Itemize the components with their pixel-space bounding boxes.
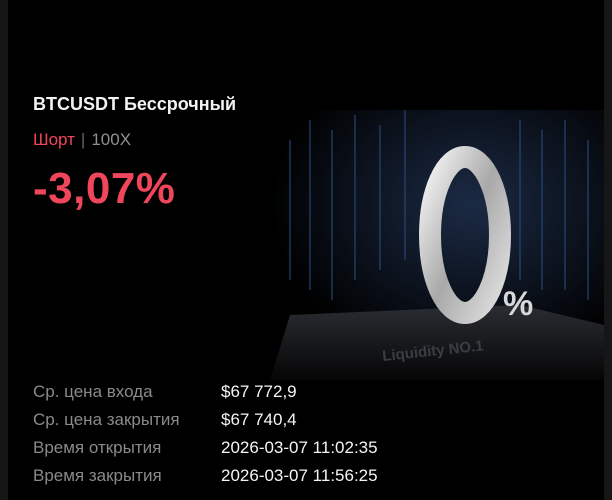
position-info: Шорт | 100X xyxy=(33,130,131,150)
detail-label: Время закрытия xyxy=(33,466,162,485)
detail-value: $67 740,4 xyxy=(221,410,297,429)
detail-value: 2026-03-07 11:56:25 xyxy=(221,466,378,485)
symbol-title: BTCUSDT Бессрочный xyxy=(33,94,237,114)
side-label: Шорт xyxy=(33,130,75,149)
liquidity-banner-image: % Liquidity NO.1 xyxy=(270,110,604,380)
pedestal xyxy=(270,305,604,380)
divider: | xyxy=(80,130,86,149)
detail-row-open-time: Время открытия 2026-03-07 11:02:35 xyxy=(33,434,378,462)
detail-row-close-time: Время закрытия 2026-03-07 11:56:25 xyxy=(33,462,378,490)
detail-value: $67 772,9 xyxy=(221,382,297,401)
detail-label: Время открытия xyxy=(33,438,162,457)
detail-value: 2026-03-07 11:02:35 xyxy=(221,438,378,457)
pnl-percent: -3,07% xyxy=(33,164,176,213)
trade-details: Ср. цена входа $67 772,9 Ср. цена закрыти… xyxy=(33,378,378,490)
leverage-label: 100X xyxy=(91,130,132,149)
trade-share-card: % Liquidity NO.1 BTCUSDT Бессрочный Шорт… xyxy=(8,0,604,500)
detail-label: Ср. цена входа xyxy=(33,382,153,401)
detail-row-entry-price: Ср. цена входа $67 772,9 xyxy=(33,378,378,406)
detail-row-close-price: Ср. цена закрытия $67 740,4 xyxy=(33,406,378,434)
svg-text:%: % xyxy=(503,285,533,323)
detail-label: Ср. цена закрытия xyxy=(33,410,180,429)
